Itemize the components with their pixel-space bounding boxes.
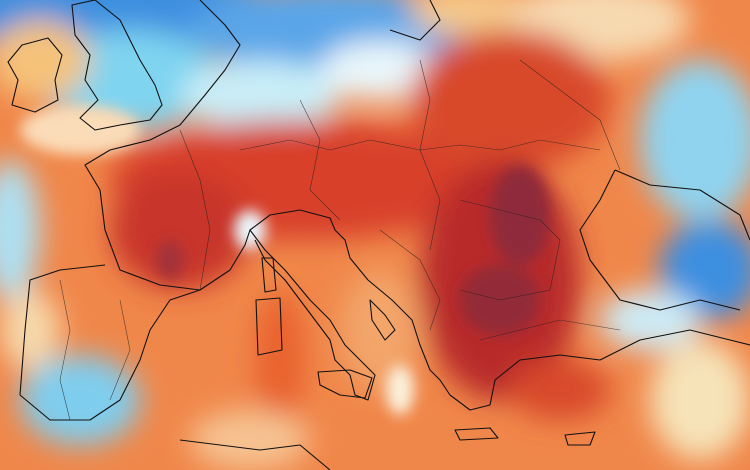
borders xyxy=(59,59,621,421)
